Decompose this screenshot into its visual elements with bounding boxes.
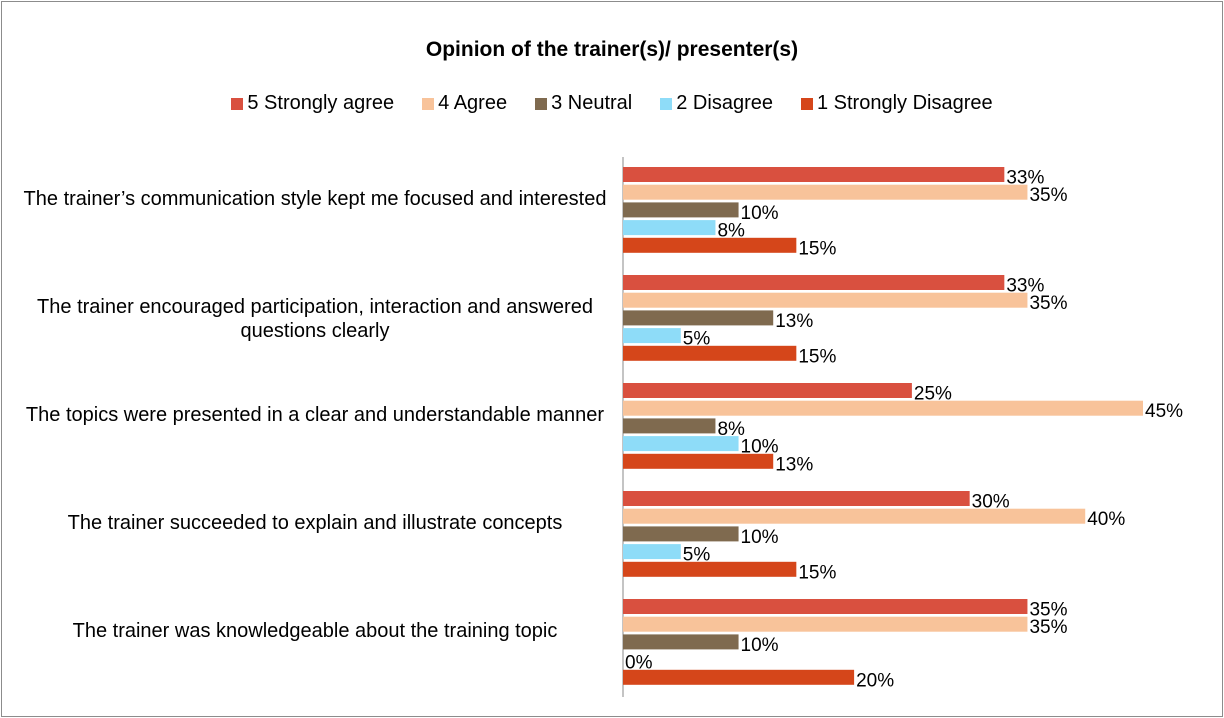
legend-label: 5 Strongly agree xyxy=(247,92,395,114)
data-label: 10% xyxy=(741,437,779,458)
bar xyxy=(623,508,1086,524)
bar xyxy=(623,616,1028,632)
bar xyxy=(623,400,1143,416)
data-label: 40% xyxy=(1087,509,1125,530)
bar xyxy=(623,453,774,469)
bar xyxy=(623,328,681,344)
category-label: The topics were presented in a clear and… xyxy=(25,404,605,426)
data-label: 8% xyxy=(717,221,745,242)
legend-item: 1 Strongly Disagree xyxy=(800,92,993,115)
bar xyxy=(623,599,1028,614)
data-label: 35% xyxy=(1029,185,1067,206)
legend-swatch xyxy=(422,97,435,110)
bar xyxy=(623,237,797,253)
data-label: 20% xyxy=(856,670,894,691)
bar xyxy=(623,491,970,506)
bar xyxy=(623,418,716,434)
bar xyxy=(623,544,681,560)
data-label: 0% xyxy=(625,653,653,674)
legend-swatch xyxy=(660,97,673,110)
category-label: The trainer encouraged participation, in… xyxy=(37,296,593,342)
bar xyxy=(623,669,855,685)
data-label: 13% xyxy=(775,454,813,475)
bar xyxy=(623,436,739,452)
legend-label: 2 Disagree xyxy=(676,92,773,114)
bar xyxy=(623,275,1005,290)
bar xyxy=(623,345,797,361)
legend-label: 3 Neutral xyxy=(551,92,633,114)
data-label: 30% xyxy=(972,492,1010,513)
bar xyxy=(623,561,797,577)
data-label: 45% xyxy=(1145,401,1183,422)
data-label: 8% xyxy=(717,419,745,440)
data-label: 35% xyxy=(1029,600,1067,621)
bar xyxy=(623,167,1005,182)
legend-label: 4 Agree xyxy=(438,92,508,114)
category-label: The trainer succeeded to explain and ill… xyxy=(67,512,563,534)
category-label: The trainer’s communication style kept m… xyxy=(23,188,607,210)
data-label: 25% xyxy=(914,384,952,405)
legend-item: 2 Disagree xyxy=(660,92,773,115)
data-label: 15% xyxy=(798,238,836,259)
legend: 5 Strongly agree 4 Agree 3 Neutral 2 Disagr… xyxy=(0,92,1224,115)
bar xyxy=(623,383,912,398)
chart-title: Opinion of the trainer(s)/ presenter(s) xyxy=(425,38,799,61)
bar xyxy=(623,292,1028,308)
legend-item: 4 Agree xyxy=(422,92,507,115)
bar xyxy=(623,202,739,218)
data-label: 35% xyxy=(1029,293,1067,314)
data-label: 33% xyxy=(1006,168,1044,189)
data-label: 5% xyxy=(683,545,711,566)
legend-label: 1 Strongly Disagree xyxy=(816,92,993,114)
category-label: The trainer was knowledgeable about the … xyxy=(72,620,558,642)
bar xyxy=(623,526,739,542)
legend-swatch xyxy=(800,97,813,110)
legend-swatch xyxy=(231,97,244,110)
data-label: 15% xyxy=(798,346,836,367)
bar xyxy=(623,634,739,650)
data-label: 15% xyxy=(798,562,836,583)
data-label: 33% xyxy=(1006,276,1044,297)
legend-item: 5 Strongly agree xyxy=(231,92,394,115)
data-label: 10% xyxy=(741,203,779,224)
bar xyxy=(623,184,1028,200)
bar xyxy=(623,310,774,326)
data-label: 35% xyxy=(1029,617,1067,638)
data-label: 10% xyxy=(741,635,779,656)
legend-swatch xyxy=(535,97,548,110)
data-label: 10% xyxy=(741,527,779,548)
legend-item: 3 Neutral xyxy=(535,92,632,115)
data-label: 13% xyxy=(775,311,813,332)
bar xyxy=(623,220,716,236)
data-label: 5% xyxy=(683,329,711,350)
